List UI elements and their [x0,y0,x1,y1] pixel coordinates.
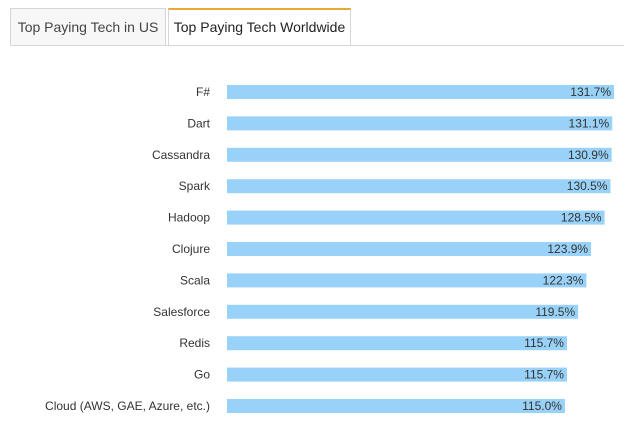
category-label: Dart [187,116,210,130]
value-label: 122.3% [543,273,584,287]
value-label: 119.5% [535,305,575,319]
bar [227,147,612,162]
category-label: Hadoop [168,211,210,225]
tab-top-paying-us[interactable]: Top Paying Tech in US [10,8,166,45]
bar [227,336,567,351]
category-label: Spark [179,179,211,193]
category-label: Clojure [172,242,210,256]
bar [227,85,614,99]
bar [227,399,565,413]
category-label: Scala [180,273,210,287]
value-label: 131.7% [570,85,611,99]
category-label: Cloud (AWS, GAE, Azure, etc.) [45,399,210,413]
value-label: 131.1% [569,116,610,130]
bar [227,242,592,256]
value-label: 115.0% [522,399,562,413]
tab-bar: Top Paying Tech in US Top Paying Tech Wo… [0,0,634,46]
value-label: 115.7% [524,336,564,350]
tab-divider [10,45,624,46]
category-label: Salesforce [153,305,210,319]
tab-top-paying-worldwide[interactable]: Top Paying Tech Worldwide [168,8,351,46]
bar [227,210,605,225]
category-label: Cassandra [152,148,210,162]
bar [227,179,611,194]
category-label: F# [196,85,210,99]
bar [227,116,613,131]
category-label: Go [194,368,210,382]
value-label: 130.5% [567,179,608,193]
category-label: Redis [179,336,210,350]
value-label: 115.7% [524,368,564,382]
bar [227,304,579,319]
bar-chart: F# 131.7% Dart 131.1% Cassandra 130.9% Spark 13… [45,85,614,413]
value-label: 123.9% [547,242,588,256]
bar [227,367,567,382]
value-label: 128.5% [561,211,602,225]
value-label: 130.9% [568,148,609,162]
bar [227,273,587,288]
